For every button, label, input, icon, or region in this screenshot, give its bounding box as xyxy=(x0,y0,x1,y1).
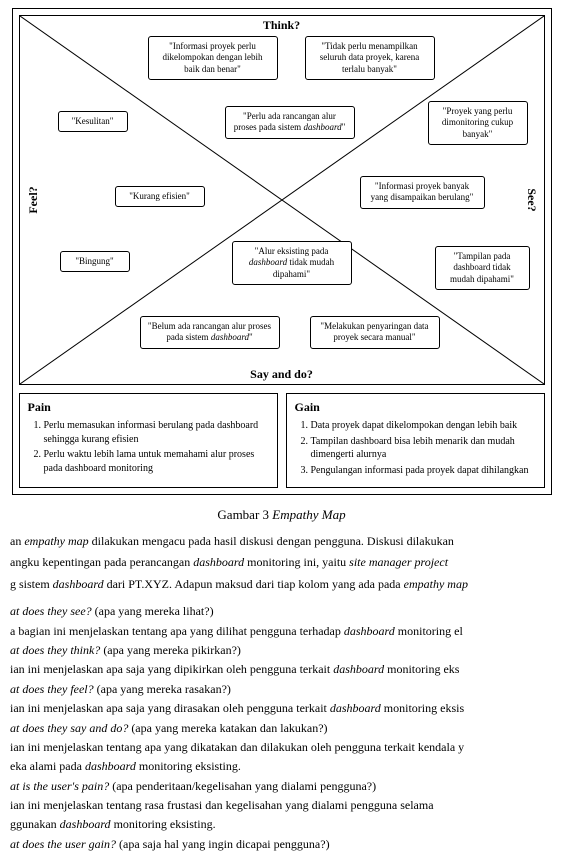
bubble-see-3: "Tampilan pada dashboard tidak mudah dip… xyxy=(435,246,530,290)
gain-item-1: Data proyek dapat dikelompokan dengan le… xyxy=(311,419,536,433)
bubble-feel-3: "Bingung" xyxy=(60,251,130,272)
qa-a3: ian ini menjelaskan apa saja yang dirasa… xyxy=(10,700,553,717)
qa-a4b: eka alami pada dashboard monitoring eksi… xyxy=(10,758,553,775)
qa-list: at does they see? (apa yang mereka lihat… xyxy=(10,603,553,853)
label-say-do: Say and do? xyxy=(248,367,315,382)
qa-q2: at does they think? (apa yang mereka pik… xyxy=(10,642,553,659)
bubble-saydo-1: "Belum ada rancangan alur proses pada si… xyxy=(140,316,280,349)
pain-gain-row: Pain Perlu memasukan informasi berulang … xyxy=(19,393,545,488)
bubble-center-1: "Perlu ada rancangan alur proses pada si… xyxy=(225,106,355,139)
gain-box: Gain Data proyek dapat dikelompokan deng… xyxy=(286,393,545,488)
qa-a5b: ggunakan dashboard monitoring eksisting. xyxy=(10,816,553,833)
label-feel: Feel? xyxy=(26,184,41,215)
qa-q5: at is the user's pain? (apa penderitaan/… xyxy=(10,778,553,795)
gain-item-2: Tampilan dashboard bisa lebih menarik da… xyxy=(311,435,536,462)
bubble-think-1: "Informasi proyek perlu dikelompokan den… xyxy=(148,36,278,80)
qa-a1: a bagian ini menjelaskan tentang apa yan… xyxy=(10,623,553,640)
empathy-map-figure: Think? See? Say and do? Feel? "Informasi… xyxy=(12,8,552,495)
bubble-think-2: "Tidak perlu menampilkan seluruh data pr… xyxy=(305,36,435,80)
bubble-feel-1: "Kesulitan" xyxy=(58,111,128,132)
pain-box: Pain Perlu memasukan informasi berulang … xyxy=(19,393,278,488)
bubble-see-2: "Informasi proyek banyak yang disampaika… xyxy=(360,176,485,209)
label-think: Think? xyxy=(261,18,302,33)
qa-a2: ian ini menjelaskan apa saja yang dipiki… xyxy=(10,661,553,678)
qa-a5a: ian ini menjelaskan tentang rasa frustas… xyxy=(10,797,553,814)
qa-q3: at does they feel? (apa yang mereka rasa… xyxy=(10,681,553,698)
body-paragraph: an empathy map dilakukan mengacu pada ha… xyxy=(10,533,553,593)
pain-list: Perlu memasukan informasi berulang pada … xyxy=(44,419,269,475)
figure-caption: Gambar 3 Empathy Map xyxy=(8,507,555,523)
bubble-saydo-2: "Melakukan penyaringan data proyek secar… xyxy=(310,316,440,349)
pain-item-2: Perlu waktu lebih lama untuk memahami al… xyxy=(44,448,269,475)
bubble-center-2: "Alur eksisting pada dashboard tidak mud… xyxy=(232,241,352,285)
qa-a4a: ian ini menjelaskan tentang apa yang dik… xyxy=(10,739,553,756)
bubble-feel-2: "Kurang efisien" xyxy=(115,186,205,207)
gain-item-3: Pengulangan informasi pada proyek dapat … xyxy=(311,464,536,478)
bubble-see-1: "Proyek yang perlu dimonitoring cukup ba… xyxy=(428,101,528,145)
qa-q1: at does they see? (apa yang mereka lihat… xyxy=(10,603,553,620)
qa-q6: at does the user gain? (apa saja hal yan… xyxy=(10,836,553,853)
empathy-quadrant: Think? See? Say and do? Feel? "Informasi… xyxy=(19,15,545,385)
pain-item-1: Perlu memasukan informasi berulang pada … xyxy=(44,419,269,446)
gain-title: Gain xyxy=(295,400,536,415)
label-see: See? xyxy=(524,186,539,213)
gain-list: Data proyek dapat dikelompokan dengan le… xyxy=(311,419,536,477)
pain-title: Pain xyxy=(28,400,269,415)
qa-q4: at does they say and do? (apa yang merek… xyxy=(10,720,553,737)
